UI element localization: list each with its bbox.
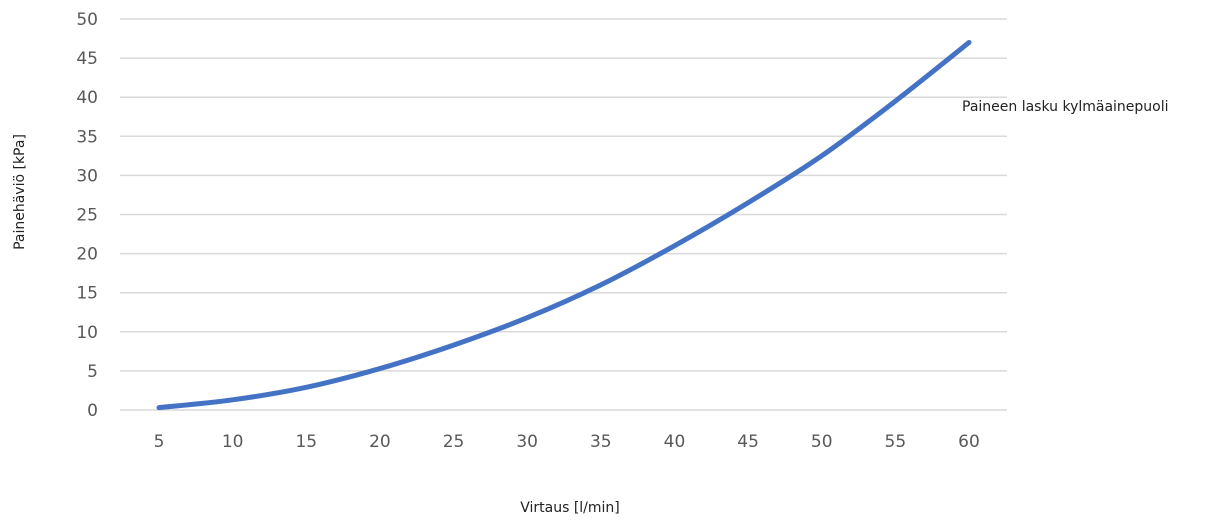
y-tick-label: 15	[76, 284, 98, 304]
x-tick-label: 30	[516, 432, 538, 452]
series-line	[156, 39, 972, 411]
y-tick-label: 40	[76, 88, 98, 108]
x-axis-title: Virtaus [l/min]	[520, 500, 620, 516]
y-tick-label: 5	[87, 362, 98, 382]
x-axis-ticks: 5 10 15 20 25 30 35 40 45 50 55 60	[154, 432, 980, 452]
x-tick-label: 10	[222, 432, 244, 452]
x-tick-label: 50	[811, 432, 833, 452]
x-tick-label: 35	[590, 432, 612, 452]
y-axis-ticks: 0 5 10 15 20 25 30 35 40 45 50	[76, 10, 98, 421]
y-tick-label: 35	[76, 127, 98, 147]
x-tick-label: 55	[885, 432, 907, 452]
x-tick-label: 40	[664, 432, 686, 452]
x-tick-label: 20	[369, 432, 391, 452]
series-label: Paineen lasku kylmäainepuoli	[962, 99, 1169, 115]
y-axis-title: Painehäviö [kPa]	[12, 134, 28, 250]
x-tick-label: 60	[958, 432, 980, 452]
x-tick-label: 45	[737, 432, 759, 452]
y-tick-label: 45	[76, 49, 98, 69]
y-tick-label: 25	[76, 206, 98, 226]
y-tick-label: 10	[76, 323, 98, 343]
y-tick-label: 20	[76, 245, 98, 265]
x-tick-label: 25	[443, 432, 465, 452]
y-tick-label: 50	[76, 10, 98, 30]
y-tick-label: 0	[87, 401, 98, 421]
series-layer	[156, 39, 972, 411]
y-tick-label: 30	[76, 166, 98, 186]
x-tick-label: 15	[295, 432, 317, 452]
x-tick-label: 5	[154, 432, 165, 452]
gridlines	[120, 18, 1007, 411]
